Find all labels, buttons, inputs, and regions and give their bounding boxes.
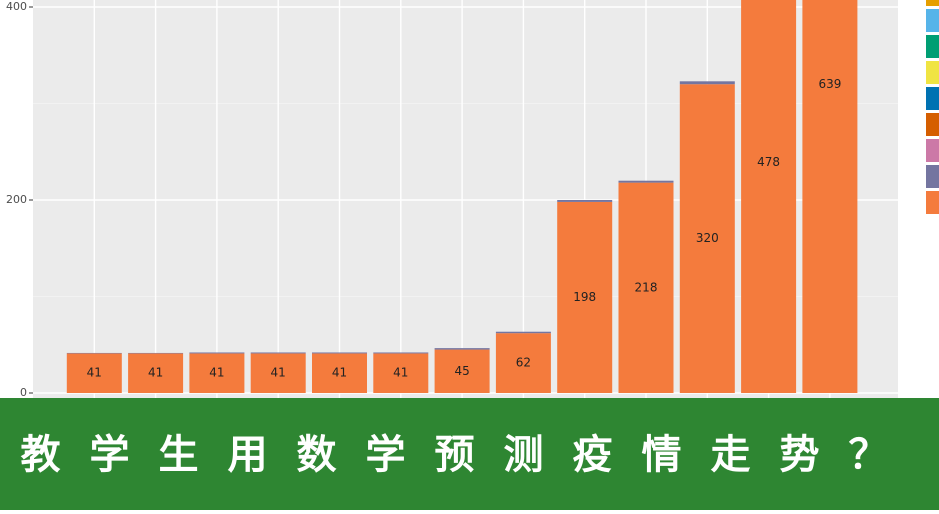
- bar-segment: [619, 181, 674, 183]
- bar-label: 41: [271, 366, 286, 380]
- bar-label: 41: [393, 366, 408, 380]
- y-tick-label: 200: [6, 193, 27, 206]
- bar-segment: [251, 352, 306, 353]
- legend-swatch: [926, 61, 939, 84]
- bar-label: 45: [454, 364, 469, 378]
- legend-swatch: [926, 0, 939, 6]
- bar-label: 218: [635, 280, 658, 294]
- bar-label: 41: [87, 366, 102, 380]
- legend-swatch: [926, 35, 939, 58]
- bar-segment: [741, 0, 796, 393]
- bar-label: 41: [209, 366, 224, 380]
- bar-label: 41: [332, 366, 347, 380]
- banner-text: 教学生用数学预测疫情走势？: [21, 432, 918, 478]
- bar-label: 198: [573, 290, 596, 304]
- legend-swatch: [926, 191, 939, 214]
- bar-segment: [189, 352, 244, 353]
- legend-swatch: [926, 113, 939, 136]
- legend-swatch: [926, 139, 939, 162]
- legend-swatch: [926, 165, 939, 188]
- bar-label: 320: [696, 231, 719, 245]
- y-tick-label: 0: [20, 386, 27, 399]
- bar-segment: [557, 200, 612, 202]
- bar-label: 639: [818, 77, 841, 91]
- bar-segment: [373, 352, 428, 353]
- bar-segment: [802, 0, 857, 393]
- y-tick-label: 400: [6, 0, 27, 13]
- bar-segment: [680, 81, 735, 84]
- bar-label: 41: [148, 366, 163, 380]
- legend-swatch: [926, 87, 939, 110]
- bar-segment: [496, 332, 551, 333]
- bar-label: 62: [516, 356, 531, 370]
- legend-swatch: [926, 9, 939, 32]
- bar-segment: [312, 352, 367, 353]
- bar-segment: [435, 348, 490, 349]
- bar-label: 478: [757, 155, 780, 169]
